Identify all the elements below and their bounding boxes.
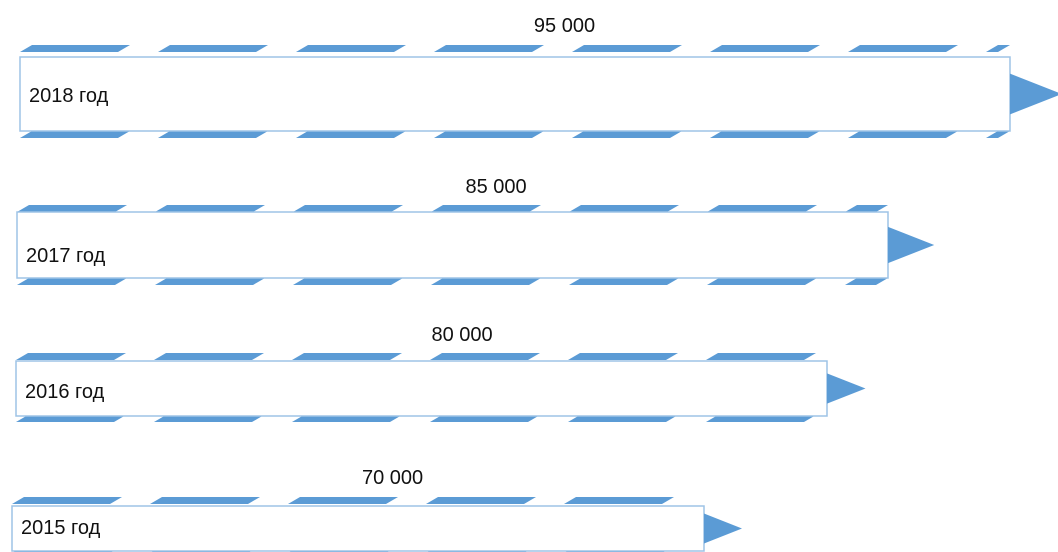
bar-band-segment — [845, 205, 888, 212]
bar-band-segment — [12, 497, 122, 504]
bar-band-segment — [154, 353, 264, 360]
bar-band-segment — [707, 205, 817, 212]
arrow-head — [888, 226, 935, 264]
bar-group: 2016 год 80 000 — [15, 324, 866, 422]
bar-band-segment — [569, 278, 679, 285]
bar-band-segment — [158, 131, 268, 138]
bar-band-segment — [296, 131, 406, 138]
bar-band-segment — [848, 131, 958, 138]
category-label: 2015 год — [21, 517, 101, 539]
bar-band-segment — [430, 353, 540, 360]
bar-band-segment — [572, 131, 682, 138]
bar-band-segment — [848, 45, 958, 52]
bar-band-segment — [296, 45, 406, 52]
bar — [15, 360, 828, 417]
bar-band-segment — [20, 45, 130, 52]
bar-band-segment — [431, 278, 541, 285]
bar-band-segment — [986, 131, 1010, 138]
bar-band-segment — [434, 131, 544, 138]
bar — [19, 56, 1011, 132]
bar-band-segment — [434, 45, 544, 52]
bar-group: 2017 год 85 000 — [16, 176, 935, 285]
bar-group: 2015 год 70 000 — [11, 467, 742, 552]
bar-band-segment — [20, 131, 130, 138]
bar — [16, 211, 889, 279]
bar-band-segment — [16, 353, 126, 360]
bar-band-segment — [426, 497, 536, 504]
bar-band-segment — [710, 131, 820, 138]
bar-band-segment — [986, 45, 1010, 52]
data-label: 95 000 — [534, 15, 595, 37]
bar-band-segment — [293, 278, 403, 285]
category-label: 2016 год — [25, 381, 105, 403]
bar-band-segment — [710, 45, 820, 52]
bar-band-segment — [569, 205, 679, 212]
bar-band-segment — [572, 45, 682, 52]
arrow-head — [1010, 73, 1058, 115]
bar-band-segment — [564, 497, 674, 504]
category-label: 2017 год — [26, 245, 106, 267]
arrow-head — [704, 513, 742, 544]
bar-band-segment — [288, 497, 398, 504]
bar-band-segment — [150, 497, 260, 504]
data-label: 70 000 — [362, 467, 423, 489]
category-label: 2018 год — [29, 85, 109, 107]
bar — [11, 505, 705, 552]
bar-band-segment — [292, 353, 402, 360]
bar-band-segment — [155, 205, 265, 212]
bar-band-segment — [431, 205, 541, 212]
bar-band-segment — [293, 205, 403, 212]
bar-band-segment — [17, 278, 127, 285]
bar-band-segment — [158, 45, 268, 52]
bar-band-segment — [568, 353, 678, 360]
bar-band-segment — [706, 353, 816, 360]
bar-band-segment — [707, 278, 817, 285]
data-label: 80 000 — [431, 324, 492, 346]
bar-band-segment — [155, 278, 265, 285]
bar-band-segment — [845, 278, 888, 285]
bar-group: 2018 год 95 000 — [19, 15, 1058, 138]
arrow-head — [827, 373, 866, 404]
bar-band-segment — [17, 205, 127, 212]
data-label: 85 000 — [465, 176, 526, 198]
